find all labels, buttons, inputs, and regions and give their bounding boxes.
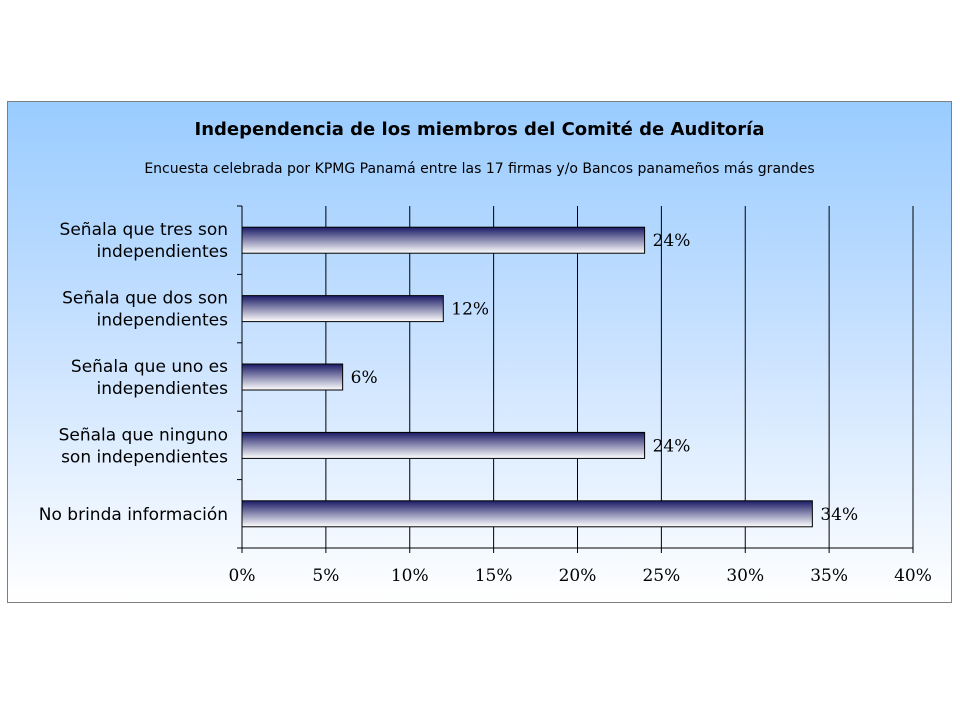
bar	[241, 500, 813, 528]
x-tick-label: 0%	[229, 566, 256, 586]
category-label-line: independientes	[96, 311, 228, 331]
axes	[237, 205, 914, 553]
category-label: Señala que ninguno son independientes	[59, 425, 229, 467]
gridlines	[325, 206, 914, 548]
category-label-line: Señala que uno es	[71, 357, 228, 377]
bar-chart-plot: 0% 5% 10% 15% 20% 25% 30% 35% 40% 24% Señala que t…	[39, 205, 932, 586]
x-tick-label: 30%	[726, 566, 764, 586]
data-label: 6%	[351, 368, 378, 388]
x-tick-label: 35%	[810, 566, 848, 586]
category-label: Señala que uno es independientes	[71, 357, 228, 399]
category-label-line: No brinda información	[39, 505, 228, 525]
x-tick-label: 40%	[894, 566, 932, 586]
category-label: Señala que tres son independientes	[60, 220, 229, 262]
data-label: 24%	[653, 231, 691, 251]
category-label-line: independientes	[96, 379, 228, 399]
category-label: Señala que dos son independientes	[62, 289, 228, 331]
bar	[241, 226, 646, 254]
labels: 0% 5% 10% 15% 20% 25% 30% 35% 40% 24% Señala que t…	[39, 220, 932, 586]
chart-title: Independencia de los miembros del Comité…	[194, 119, 765, 140]
bar	[241, 431, 646, 459]
x-tick-label: 25%	[642, 566, 680, 586]
category-label-line: Señala que tres son	[60, 220, 228, 240]
bar	[241, 295, 444, 323]
category-label-line: Señala que ninguno	[59, 425, 228, 445]
bar	[241, 363, 344, 391]
bars	[241, 226, 813, 528]
x-tick-label: 5%	[312, 566, 339, 586]
data-label: 12%	[451, 300, 489, 320]
chart-frame: Independencia de los miembros del Comité…	[7, 101, 952, 603]
data-label: 24%	[653, 436, 691, 456]
x-tick-label: 10%	[391, 566, 429, 586]
category-label: No brinda información	[39, 505, 228, 525]
category-label-line: son independientes	[61, 447, 228, 467]
category-label-line: Señala que dos son	[62, 289, 228, 309]
data-label: 34%	[820, 505, 858, 525]
chart-subtitle: Encuesta celebrada por KPMG Panamá entre…	[144, 161, 815, 177]
x-tick-label: 15%	[475, 566, 513, 586]
x-tick-label: 20%	[559, 566, 597, 586]
category-label-line: independientes	[96, 242, 228, 262]
